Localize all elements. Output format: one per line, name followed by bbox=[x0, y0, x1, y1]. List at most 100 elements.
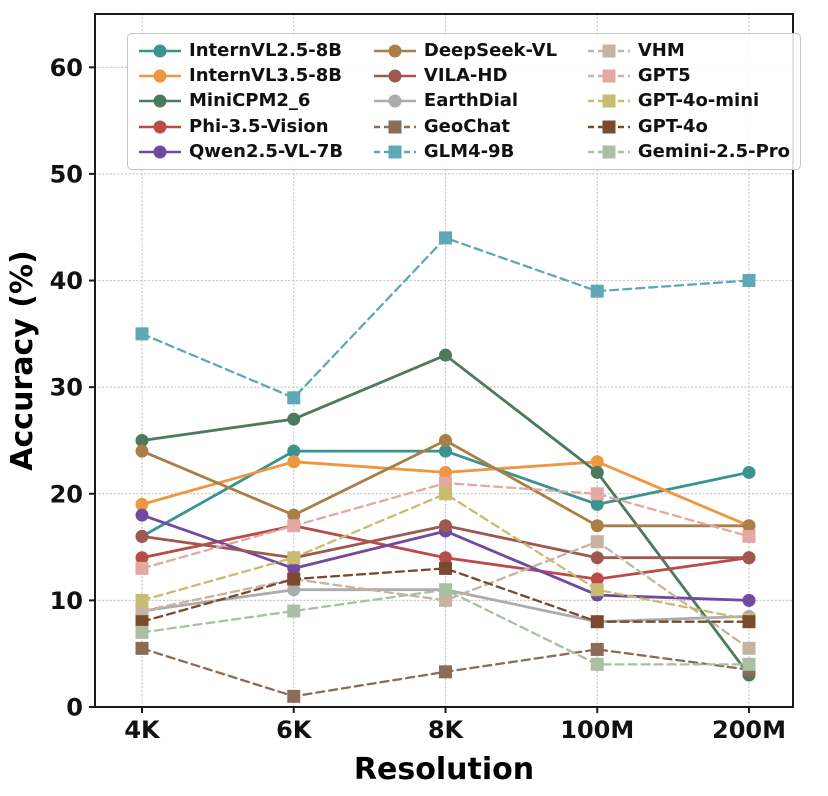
data-point-GPT-4o-mini bbox=[287, 551, 301, 565]
data-point-InternVL3.5-8B bbox=[287, 455, 301, 469]
legend-swatch-square-icon bbox=[587, 69, 630, 83]
y-tick-label: 20 bbox=[50, 480, 83, 508]
y-tick-label: 40 bbox=[50, 267, 83, 295]
data-point-DeepSeek-VL bbox=[439, 433, 452, 447]
data-point-VILA-HD bbox=[135, 529, 149, 543]
data-point-Gemini-2.5-Pro bbox=[135, 625, 149, 639]
legend-swatch-circle-icon bbox=[139, 120, 181, 134]
legend-swatch-square-icon bbox=[587, 94, 630, 108]
y-axis-label: Accuracy (%) bbox=[5, 250, 40, 470]
legend-swatch-circle-icon bbox=[139, 44, 181, 58]
legend-swatch-circle-icon bbox=[139, 145, 181, 159]
legend-swatch-circle-icon bbox=[139, 69, 181, 83]
data-point-MiniCPM2_6 bbox=[287, 412, 301, 426]
legend-item-label: GLM4-9B bbox=[423, 141, 515, 163]
legend-swatch-circle-icon bbox=[139, 94, 181, 108]
legend-item-InternVL3.5-8B: InternVL3.5-8B bbox=[138, 67, 343, 85]
legend-swatch-square-icon bbox=[373, 145, 416, 159]
data-point-VILA-HD bbox=[742, 551, 756, 565]
data-point-GPT-4o bbox=[135, 615, 149, 629]
legend-item-label: Qwen2.5-VL-7B bbox=[189, 141, 344, 163]
legend-item-label: VHM bbox=[637, 39, 685, 61]
data-point-VILA-HD bbox=[439, 519, 452, 533]
data-point-Gemini-2.5-Pro bbox=[590, 657, 604, 671]
legend-item-GLM4-9B: GLM4-9B bbox=[373, 143, 557, 161]
data-point-Qwen2.5-VL-7B bbox=[742, 593, 756, 607]
y-tick-label: 30 bbox=[50, 374, 83, 402]
data-point-DeepSeek-VL bbox=[287, 508, 301, 522]
x-tick-label: 6K bbox=[276, 716, 313, 744]
legend-swatch-square-icon bbox=[587, 120, 630, 134]
data-point-Qwen2.5-VL-7B bbox=[287, 561, 301, 575]
data-point-GeoChat bbox=[287, 689, 301, 703]
legend-swatch-square-icon bbox=[373, 120, 416, 134]
data-point-Gemini-2.5-Pro bbox=[287, 604, 301, 618]
data-point-GeoChat bbox=[135, 641, 149, 655]
x-tick-label: 8K bbox=[428, 716, 465, 744]
legend: InternVL2.5-8B InternVL3.5-8B MiniCPM2_6 Ph… bbox=[127, 33, 801, 170]
series-line-GPT-4o bbox=[140, 567, 751, 623]
legend-item-DeepSeek-VL: DeepSeek-VL bbox=[373, 39, 558, 61]
legend-item-EarthDial: EarthDial bbox=[373, 92, 557, 110]
data-point-MiniCPM2_6 bbox=[590, 465, 604, 479]
y-tick-label: 10 bbox=[50, 587, 83, 615]
legend-item-label: InternVL3.5-8B bbox=[189, 65, 343, 87]
data-point-MiniCPM2_6 bbox=[135, 433, 149, 447]
data-point-VHM bbox=[439, 593, 452, 607]
data-point-GPT5 bbox=[742, 529, 756, 543]
data-point-InternVL2.5-8B bbox=[590, 497, 604, 511]
legend-item-label: DeepSeek-VL bbox=[423, 39, 558, 61]
data-point-GPT-4o-mini bbox=[590, 583, 604, 597]
series-line-GPT-4o-mini bbox=[140, 492, 751, 621]
legend-item-VILA-HD: VILA-HD bbox=[373, 67, 557, 85]
data-point-VHM bbox=[135, 604, 149, 618]
data-point-GLM4-9B bbox=[135, 327, 149, 341]
data-point-GPT-4o bbox=[590, 615, 604, 629]
data-point-VHM bbox=[742, 641, 756, 655]
legend-item-label: GPT-4o-mini bbox=[637, 90, 760, 112]
legend-item-Gemini-2.5-Pro: Gemini-2.5-Pro bbox=[587, 143, 790, 161]
data-point-VHM bbox=[590, 535, 604, 549]
legend-item-label: EarthDial bbox=[423, 90, 519, 112]
data-point-GPT5 bbox=[590, 487, 604, 501]
legend-item-label: MiniCPM2_6 bbox=[189, 90, 311, 112]
data-point-GPT5 bbox=[287, 519, 301, 533]
legend-item-MiniCPM2_6: MiniCPM2_6 bbox=[138, 92, 343, 110]
x-tick-label: 4K bbox=[124, 716, 161, 744]
legend-swatch-square-icon bbox=[587, 44, 630, 58]
data-point-EarthDial bbox=[287, 583, 301, 597]
data-point-DeepSeek-VL bbox=[590, 519, 604, 533]
y-tick-label: 60 bbox=[50, 54, 83, 82]
data-point-GPT-4o-mini bbox=[439, 487, 452, 501]
y-tick-label: 0 bbox=[66, 694, 83, 722]
series-line-VHM bbox=[140, 540, 751, 650]
x-tick-label: 200M bbox=[712, 716, 786, 744]
axes-frame bbox=[94, 13, 794, 708]
legend-item-GPT5: GPT5 bbox=[587, 67, 790, 85]
data-point-Phi-3.5-Vision bbox=[590, 572, 604, 586]
data-point-GLM4-9B bbox=[590, 284, 604, 298]
legend-item-Phi-3.5-Vision: Phi-3.5-Vision bbox=[138, 115, 343, 137]
legend-swatch-circle-icon bbox=[373, 69, 416, 83]
legend-item-label: Phi-3.5-Vision bbox=[189, 115, 329, 137]
legend-item-GPT-4o: GPT-4o bbox=[587, 117, 790, 136]
legend-item-label: VILA-HD bbox=[423, 65, 508, 87]
data-point-GPT-4o-mini bbox=[135, 593, 149, 607]
data-point-DeepSeek-VL bbox=[135, 444, 149, 458]
data-point-MiniCPM2_6 bbox=[439, 348, 452, 362]
data-point-GeoChat bbox=[590, 642, 604, 656]
legend-swatch-circle-icon bbox=[373, 94, 416, 108]
data-point-GPT5 bbox=[439, 476, 452, 490]
data-point-Gemini-2.5-Pro bbox=[439, 583, 452, 597]
data-point-Phi-3.5-Vision bbox=[135, 551, 149, 565]
data-point-InternVL3.5-8B bbox=[590, 455, 604, 469]
legend-item-GPT-4o-mini: GPT-4o-mini bbox=[587, 92, 790, 110]
x-tick-label: 100M bbox=[560, 716, 634, 744]
data-point-InternVL2.5-8B bbox=[742, 465, 756, 479]
data-point-GPT-4o bbox=[439, 561, 452, 575]
data-point-InternVL3.5-8B bbox=[439, 465, 452, 479]
data-point-Phi-3.5-Vision bbox=[439, 551, 452, 565]
data-point-InternVL2.5-8B bbox=[287, 444, 301, 458]
legend-item-Qwen2.5-VL-7B: Qwen2.5-VL-7B bbox=[138, 143, 343, 161]
